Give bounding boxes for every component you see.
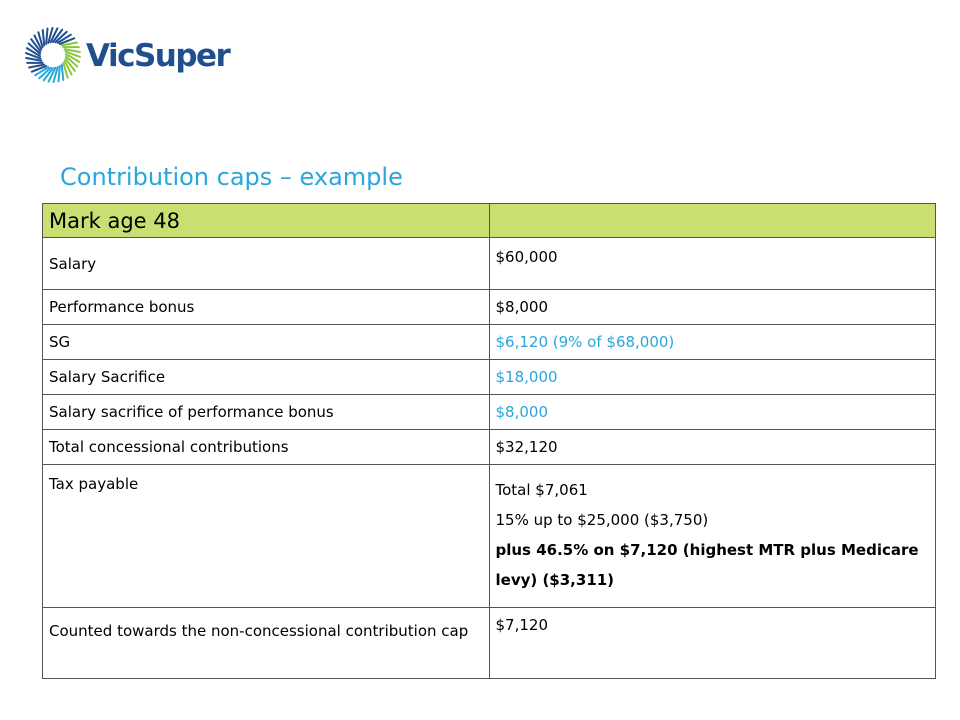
vicsuper-ring-icon xyxy=(25,27,81,83)
row-label: Total concessional contributions xyxy=(42,429,490,465)
row-label: Salary xyxy=(42,237,490,290)
row-label: Salary Sacrifice xyxy=(42,359,490,395)
row-label: SG xyxy=(42,324,490,360)
row-value: $8,000 xyxy=(488,394,936,430)
header-value xyxy=(488,203,936,238)
row-value: $7,120 xyxy=(488,607,936,679)
logo-wordmark: VicSuper xyxy=(86,38,231,74)
row-value: $6,120 (9% of $68,000) xyxy=(488,324,936,360)
table-row: Salary Sacrifice $18,000 xyxy=(42,359,936,395)
vicsuper-logo: VicSuper xyxy=(24,26,231,84)
table-row: SG $6,120 (9% of $68,000) xyxy=(42,324,936,360)
tax-excess-rate: plus 46.5% on $7,120 (highest MTR plus M… xyxy=(495,541,919,589)
contribution-table: Mark age 48 Salary $60,000 Performance b… xyxy=(42,203,936,679)
row-value: $8,000 xyxy=(488,289,936,325)
row-value: $32,120 xyxy=(488,429,936,465)
page-title: Contribution caps – example xyxy=(60,163,403,191)
row-label: Tax payable xyxy=(42,464,490,608)
table-row: Total concessional contributions $32,120 xyxy=(42,429,936,465)
table-row: Salary sacrifice of performance bonus $8… xyxy=(42,394,936,430)
table-row: Tax payable Total $7,061 15% up to $25,0… xyxy=(42,464,936,608)
row-label: Counted towards the non-concessional con… xyxy=(42,607,490,679)
row-value: $60,000 xyxy=(488,237,936,290)
row-label: Performance bonus xyxy=(42,289,490,325)
table-header-row: Mark age 48 xyxy=(42,203,936,238)
table-row: Counted towards the non-concessional con… xyxy=(42,607,936,679)
row-value: Total $7,061 15% up to $25,000 ($3,750) … xyxy=(488,464,936,608)
row-label: Salary sacrifice of performance bonus xyxy=(42,394,490,430)
header-label: Mark age 48 xyxy=(42,203,490,238)
tax-base-rate: 15% up to $25,000 ($3,750) xyxy=(495,511,709,529)
table-row: Performance bonus $8,000 xyxy=(42,289,936,325)
table-row: Salary $60,000 xyxy=(42,237,936,290)
row-value: $18,000 xyxy=(488,359,936,395)
tax-total: Total $7,061 xyxy=(495,481,588,499)
